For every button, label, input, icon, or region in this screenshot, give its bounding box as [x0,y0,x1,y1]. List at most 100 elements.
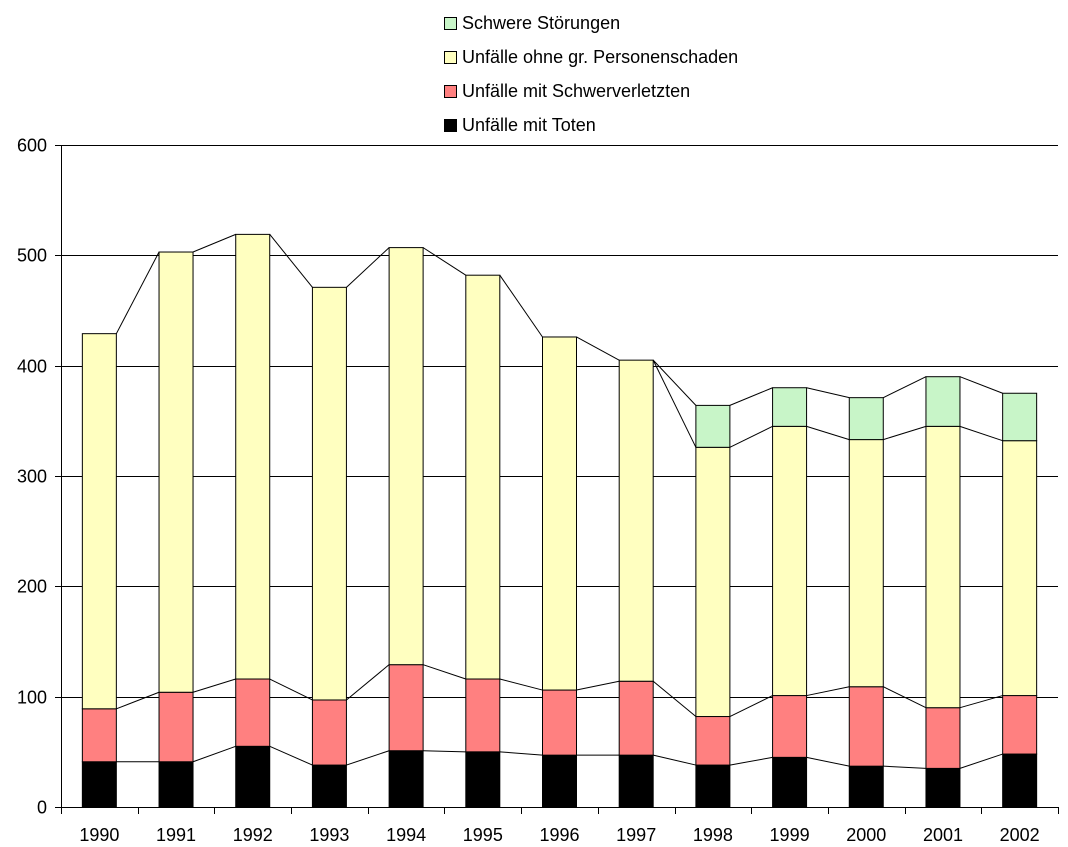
bar-segment [82,334,116,709]
y-tick-label: 400 [17,357,47,377]
series-line [346,665,389,700]
x-tick-label: 2000 [846,825,886,845]
bar-segment [389,665,423,751]
bar-segment [696,447,730,716]
bar-segment [236,679,270,746]
bar-segment [82,709,116,762]
series-line [807,687,850,696]
x-tick-label: 1999 [770,825,810,845]
bar-segment [159,692,193,762]
x-tick-label: 1993 [309,825,349,845]
series-line [960,426,1003,440]
bar-segment [926,708,960,769]
series-line [500,275,543,337]
series-line [193,679,236,692]
series-line [346,751,389,765]
bar-segment [1003,441,1037,696]
bar-segment [543,337,577,690]
series-line [423,665,466,679]
bar-segment [849,766,883,807]
bar-segment [389,751,423,807]
y-tick-label: 200 [17,577,47,597]
bar-segment [926,768,960,807]
bar-segment [1003,696,1037,754]
bar-segment [773,696,807,758]
chart-legend: Schwere Störungen Unfälle ohne gr. Person… [444,6,738,142]
series-line [883,377,926,398]
series-line [730,757,773,765]
series-line [423,751,466,752]
legend-label: Unfälle ohne gr. Personenschaden [462,47,738,68]
series-line [577,681,620,690]
series-line [270,679,313,700]
legend-item: Unfälle ohne gr. Personenschaden [444,40,738,74]
series-line [730,696,773,717]
series-line [500,752,543,755]
x-tick-label: 1995 [463,825,503,845]
bar-segment [1003,393,1037,440]
bar-segment [466,752,500,807]
x-tick-label: 1997 [616,825,656,845]
series-line [577,337,620,360]
bar-segment [312,700,346,765]
bar-segment [773,388,807,427]
x-tick-label: 1994 [386,825,426,845]
bar-segment [1003,754,1037,807]
series-line [960,754,1003,768]
bars-layer [82,234,1036,807]
legend-item: Unfälle mit Toten [444,108,738,142]
bar-segment [466,275,500,679]
series-line [116,252,159,334]
bar-segment [773,426,807,695]
bar-segment [82,762,116,807]
legend-item: Schwere Störungen [444,6,738,40]
bar-segment [849,440,883,687]
x-tick-label: 1996 [539,825,579,845]
legend-label: Schwere Störungen [462,13,620,34]
y-tick-label: 0 [37,798,47,818]
y-tick-label: 600 [17,136,47,156]
series-line [423,248,466,276]
bar-segment [312,287,346,700]
x-tick-label: 1991 [156,825,196,845]
series-line [960,377,1003,394]
bar-segment [389,248,423,665]
series-line [883,426,926,439]
series-line [653,360,696,447]
x-axis-tick-labels: 1990 1991 1992 1993 1994 1995 1996 1997 1998 1999… [79,825,1039,845]
series-line [807,426,850,439]
legend-swatch [444,51,457,64]
series-line [270,746,313,765]
bar-segment [696,717,730,766]
series-line [116,692,159,709]
bar-segment [312,765,346,807]
x-tick-label: 1990 [79,825,119,845]
bar-segment [849,687,883,766]
x-tick-label: 1992 [233,825,273,845]
bar-segment [773,757,807,807]
legend-swatch [444,119,457,132]
y-tick-label: 100 [17,688,47,708]
bar-segment [236,746,270,807]
bar-segment [543,755,577,807]
bar-segment [849,398,883,440]
series-line [730,388,773,406]
series-line [807,388,850,398]
series-line [653,755,696,765]
y-tick-label: 300 [17,467,47,487]
y-axis-tick-labels: 0100200300400500600 [17,136,47,818]
bar-segment [926,426,960,707]
bar-segment [926,377,960,427]
bar-segment [619,360,653,681]
legend-label: Unfälle mit Schwerverletzten [462,81,690,102]
legend-item: Unfälle mit Schwerverletzten [444,74,738,108]
series-line [346,248,389,288]
legend-swatch [444,17,457,30]
bar-segment [543,690,577,755]
series-line [807,757,850,766]
series-line [193,234,236,252]
series-line [270,234,313,287]
series-line [653,681,696,716]
bar-segment [619,755,653,807]
x-tick-label: 2001 [923,825,963,845]
